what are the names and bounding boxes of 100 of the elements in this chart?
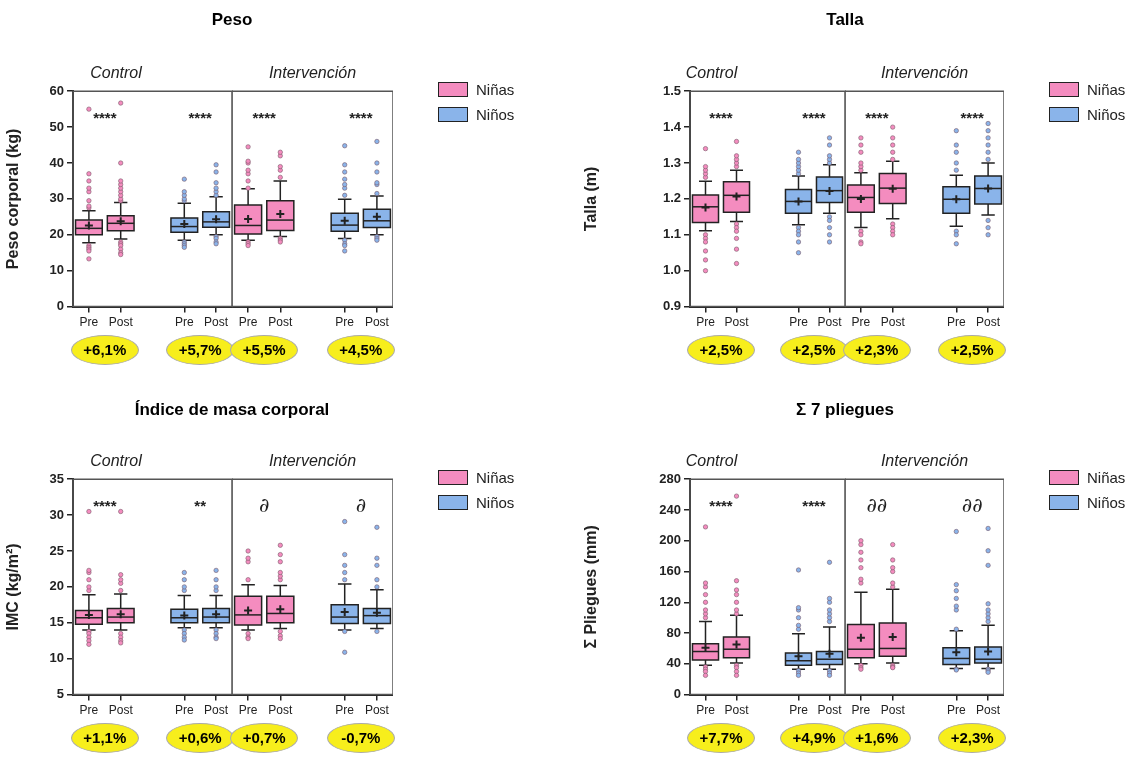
annotation: **** [802, 109, 826, 127]
legend-label: Niñas [1087, 469, 1126, 487]
chart-title: Talla [826, 10, 864, 30]
y-tick-label: 20 [49, 578, 64, 594]
text: +4,5% [326, 335, 395, 365]
text: +0,6% [166, 723, 235, 753]
x-tick-label: Pre [851, 315, 871, 330]
x-tick-label: Post [204, 315, 229, 330]
y-tick-label: 25 [49, 542, 64, 558]
y-tick-label: 10 [49, 262, 64, 278]
legend-label: Niños [1087, 106, 1126, 124]
y-axis-title: Σ Pliegues (mm) [582, 525, 600, 649]
y-tick-label: 200 [659, 532, 681, 548]
y-tick-label: 15 [49, 614, 64, 630]
x-tick-label: Post [364, 315, 390, 330]
x-tick-label: Pre [696, 315, 716, 330]
chart-subtitle: Intervención [268, 452, 357, 470]
text: +1,1% [70, 723, 139, 753]
y-tick-label: 120 [659, 593, 681, 609]
y-tick-label: 60 [49, 82, 64, 98]
x-tick-label: Post [364, 703, 390, 718]
chart-title: Σ 7 pliegues [795, 400, 895, 420]
y-tick-label: 80 [666, 624, 681, 640]
legend-label: Niñas [476, 81, 515, 99]
x-tick-label: Pre [79, 315, 99, 330]
text: -0,7% [326, 723, 395, 753]
annotation: **** [709, 109, 733, 127]
text: +2,3% [938, 723, 1007, 753]
y-tick-label: 1.0 [662, 262, 681, 278]
x-tick-label: Post [817, 315, 843, 330]
annotation: **** [960, 109, 985, 127]
text: +5,7% [166, 335, 235, 365]
x-tick-label: Post [880, 703, 906, 718]
x-tick-label: Pre [238, 315, 258, 330]
annotation: ∂ [355, 493, 366, 518]
x-tick-label: Pre [79, 703, 99, 718]
chart-subtitle: Control [685, 452, 738, 470]
x-tick-label: Post [724, 703, 750, 718]
x-tick-label: Pre [946, 703, 966, 718]
chart-subtitle: Intervención [268, 64, 357, 82]
legend-label: Niñas [1087, 81, 1126, 99]
text: +7,7% [687, 723, 755, 753]
x-tick-label: Pre [174, 703, 194, 718]
y-tick-label: 0.9 [662, 298, 681, 314]
y-tick-label: 0 [56, 298, 64, 314]
x-tick-label: Pre [789, 703, 809, 718]
chart-title: Índice de masa corporal [134, 400, 330, 420]
text: +0,7% [230, 723, 299, 753]
annotation: **** [709, 497, 733, 515]
text: +6,1% [70, 335, 139, 365]
x-tick-label: Pre [851, 703, 871, 718]
x-tick-label: Post [724, 315, 750, 330]
annotation: ∂∂ [961, 493, 983, 518]
y-tick-label: 1.1 [662, 226, 681, 242]
y-tick-label: 160 [659, 563, 681, 579]
x-tick-label: Post [268, 703, 293, 718]
annotation: **** [93, 497, 117, 515]
chart-subtitle: Control [90, 452, 143, 470]
chart-subtitle: Intervención [880, 64, 969, 82]
legend-label: Niños [1087, 494, 1126, 512]
y-tick-label: 20 [49, 226, 64, 242]
x-tick-label: Post [976, 703, 1001, 718]
legend-label: Niñas [476, 469, 515, 487]
text: +2,5% [938, 335, 1007, 365]
x-tick-label: Pre [946, 315, 966, 330]
y-tick-label: 280 [659, 470, 681, 486]
x-tick-label: Post [976, 315, 1001, 330]
x-tick-label: Pre [696, 703, 716, 718]
y-tick-label: 30 [49, 506, 64, 522]
y-tick-label: 240 [659, 501, 681, 517]
y-tick-label: 30 [49, 190, 64, 206]
text: +2,3% [842, 335, 911, 365]
x-tick-label: Pre [335, 703, 355, 718]
y-axis-title: IMC (kg/m²) [4, 543, 22, 631]
y-tick-label: 50 [49, 118, 64, 134]
annotation: **** [349, 109, 373, 127]
y-tick-label: 1.5 [662, 82, 681, 98]
x-tick-label: Pre [789, 315, 809, 330]
y-tick-label: 10 [49, 650, 64, 666]
chart-subtitle: Intervención [880, 452, 969, 470]
y-tick-label: 40 [666, 655, 681, 671]
text: +2,5% [780, 335, 848, 365]
y-axis-title: Peso corporal (kg) [4, 128, 22, 270]
y-axis-title: Talla (m) [582, 166, 600, 232]
chart-title: Peso [211, 10, 253, 30]
text: +1,6% [842, 723, 911, 753]
y-tick-label: 5 [56, 686, 64, 702]
x-tick-label: Pre [335, 315, 355, 330]
legend-label: Niños [476, 494, 515, 512]
text: +4,9% [780, 723, 848, 753]
annotation: **** [802, 497, 826, 515]
x-tick-label: Post [880, 315, 906, 330]
x-tick-label: Post [204, 703, 229, 718]
y-tick-label: 1.2 [662, 190, 681, 206]
x-tick-label: Post [817, 703, 843, 718]
x-tick-label: Pre [174, 315, 194, 330]
y-tick-label: 0 [673, 686, 681, 702]
chart-subtitle: Control [685, 64, 738, 82]
text: +2,5% [687, 335, 755, 365]
annotation: **** [252, 109, 277, 127]
